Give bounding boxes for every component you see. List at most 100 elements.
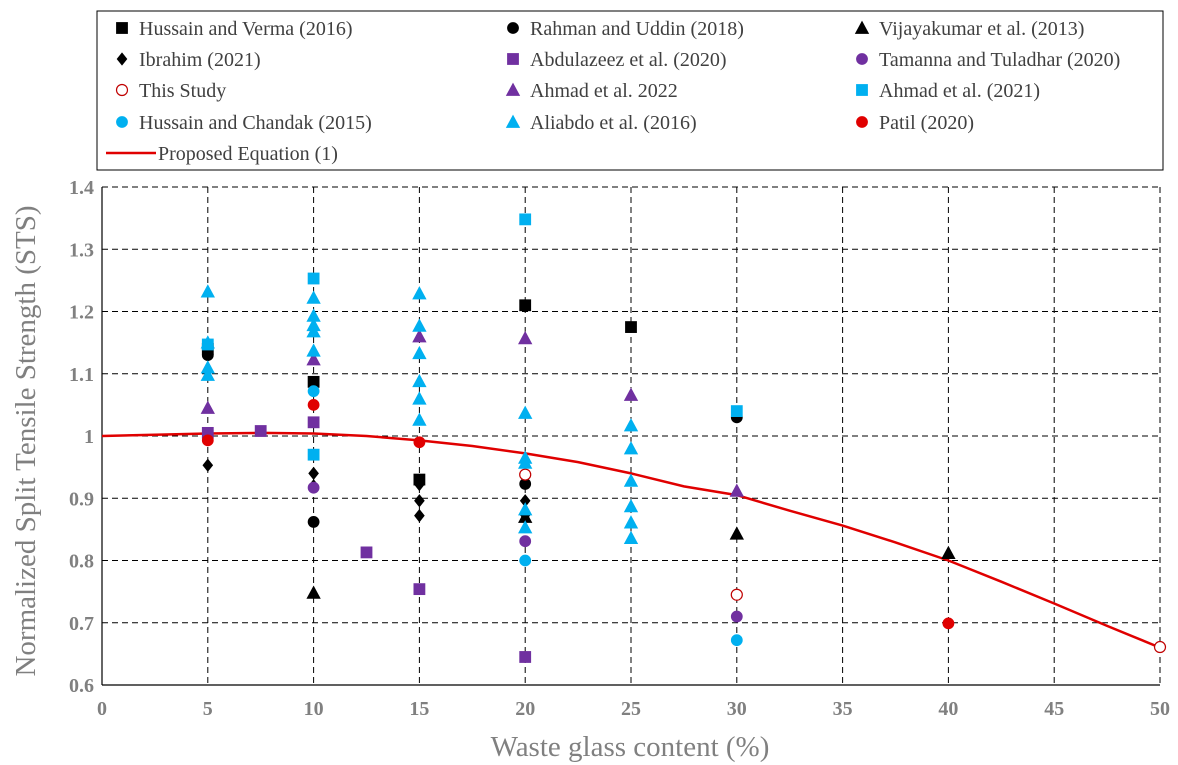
y-tick-label: 0.6 (69, 675, 94, 697)
proposed-equation-line-layer (101, 431, 1161, 649)
point-aliabdo-et-al-2016 (518, 502, 533, 516)
x-tick-label: 25 (621, 698, 641, 720)
point-aliabdo-et-al-2016 (412, 318, 427, 332)
legend-label: Rahman and Uddin (2018) (530, 18, 744, 40)
point-abdulazeez-et-al-2020 (254, 425, 267, 437)
point-abdulazeez-et-al-2020 (360, 546, 373, 559)
point-ibrahim-2021 (308, 466, 319, 480)
point-ahmad-et-al-2022 (412, 329, 427, 343)
point-ahmad-et-al-2021 (730, 405, 743, 418)
point-aliabdo-et-al-2016 (623, 441, 639, 455)
point-aliabdo-et-al-2016 (623, 515, 639, 529)
point-vijayakumar-et-al-2013 (941, 545, 956, 559)
point-hussain-and-verma-2016 (519, 299, 532, 312)
point-ahmad-et-al-2022 (306, 352, 321, 366)
legend-marker (505, 114, 521, 128)
point-aliabdo-et-al-2016 (412, 345, 427, 360)
legend-marker (505, 82, 521, 96)
legend-label: Hussain and Chandak (2015) (139, 112, 372, 134)
axes: 0 5 10 15 20 25 30 35 40 45 50 0.6 0.7 0.8 0.9 1 1.1 1.2 1… (69, 177, 1170, 720)
x-tick-label: 50 (1150, 698, 1170, 720)
legend-marker (856, 53, 868, 65)
legend-label: Tamanna and Tuladhar (2020) (879, 49, 1120, 71)
y-tick-label: 0.8 (69, 551, 94, 573)
point-aliabdo-et-al-2016 (306, 290, 321, 304)
point-aliabdo-et-al-2016 (200, 367, 215, 381)
point-ibrahim-2021 (414, 509, 425, 523)
point-ibrahim-2021 (202, 458, 214, 472)
point-vijayakumar-et-al-2013 (306, 585, 321, 599)
legend: Hussain and Verma (2016) Rahman and Uddin… (96, 10, 1164, 171)
point-ahmad-et-al-2021 (307, 272, 320, 285)
point-tamanna-and-tuladhar-2020 (730, 610, 743, 623)
point-ibrahim-2021 (414, 494, 425, 508)
point-aliabdo-et-al-2016 (200, 335, 215, 349)
point-hussain-and-chandak-2015 (307, 385, 320, 398)
point-aliabdo-et-al-2016 (518, 520, 533, 534)
legend-marker (856, 84, 868, 96)
x-tick-label: 15 (409, 698, 429, 720)
y-axis-title: Normalized Split Tensile Strength (STS) (10, 205, 42, 676)
point-ahmad-et-al-2021 (519, 213, 532, 226)
point-ahmad-et-al-2022 (200, 400, 215, 414)
point-aliabdo-et-al-2016 (306, 324, 321, 338)
y-tick-label: 1.3 (69, 239, 94, 261)
point-patil-2020 (413, 436, 426, 449)
legend-label: Ahmad et al. 2022 (530, 80, 678, 102)
point-tamanna-and-tuladhar-2020 (307, 481, 320, 494)
x-tick-label: 0 (97, 698, 107, 720)
x-tick-label: 10 (304, 698, 324, 720)
point-ibrahim-2021 (414, 477, 425, 492)
point-aliabdo-et-al-2016 (518, 405, 533, 419)
legend-label: This Study (139, 80, 226, 102)
legend-label: Patil (2020) (879, 112, 974, 134)
point-this-study (730, 588, 743, 601)
point-aliabdo-et-al-2016 (412, 391, 427, 405)
legend-marker (116, 22, 128, 34)
point-abdulazeez-et-al-2020 (307, 416, 320, 429)
y-tick-label: 0.7 (69, 613, 94, 635)
point-aliabdo-et-al-2016 (200, 284, 215, 298)
x-tick-label: 5 (203, 698, 213, 720)
point-hussain-and-chandak-2015 (730, 634, 743, 647)
x-tick-label: 30 (727, 698, 747, 720)
x-tick-label: 35 (833, 698, 853, 720)
x-tick-label: 40 (938, 698, 958, 720)
point-aliabdo-et-al-2016 (623, 418, 639, 432)
legend-label: Abdulazeez et al. (2020) (530, 49, 727, 71)
legend-label: Ahmad et al. (2021) (879, 80, 1040, 102)
point-tamanna-and-tuladhar-2020 (519, 535, 532, 548)
y-tick-label: 1 (84, 426, 94, 448)
point-aliabdo-et-al-2016 (412, 373, 427, 388)
point-abdulazeez-et-al-2020 (413, 583, 426, 596)
point-ahmad-et-al-2021 (307, 448, 320, 461)
point-aliabdo-et-al-2016 (412, 286, 427, 300)
legend-marker (115, 83, 129, 97)
legend-marker (507, 22, 519, 34)
x-tick-label: 45 (1044, 698, 1064, 720)
point-hussain-and-verma-2016 (625, 321, 637, 333)
point-hussain-and-chandak-2015 (519, 554, 532, 567)
point-abdulazeez-et-al-2020 (519, 651, 532, 663)
y-tick-label: 1.1 (69, 364, 94, 386)
point-aliabdo-et-al-2016 (306, 343, 321, 357)
point-this-study (1153, 640, 1167, 654)
y-tick-label: 1.2 (69, 302, 94, 324)
point-aliabdo-et-al-2016 (623, 473, 639, 487)
legend-label: Vijayakumar et al. (2013) (879, 18, 1084, 40)
legend-marker (856, 116, 868, 128)
legend-label: Proposed Equation (1) (158, 143, 338, 165)
legend-marker (854, 20, 870, 34)
x-tick-label: 20 (515, 698, 535, 720)
legend-marker (507, 53, 519, 65)
point-aliabdo-et-al-2016 (623, 499, 639, 513)
legend-marker (116, 116, 128, 128)
y-tick-label: 0.9 (69, 488, 94, 510)
point-aliabdo-et-al-2016 (623, 530, 639, 545)
proposed-equation-line (101, 431, 1161, 649)
point-aliabdo-et-al-2016 (412, 412, 427, 426)
point-ahmad-et-al-2022 (623, 387, 639, 401)
legend-label: Hussain and Verma (2016) (139, 18, 352, 40)
point-aliabdo-et-al-2016 (518, 455, 533, 469)
